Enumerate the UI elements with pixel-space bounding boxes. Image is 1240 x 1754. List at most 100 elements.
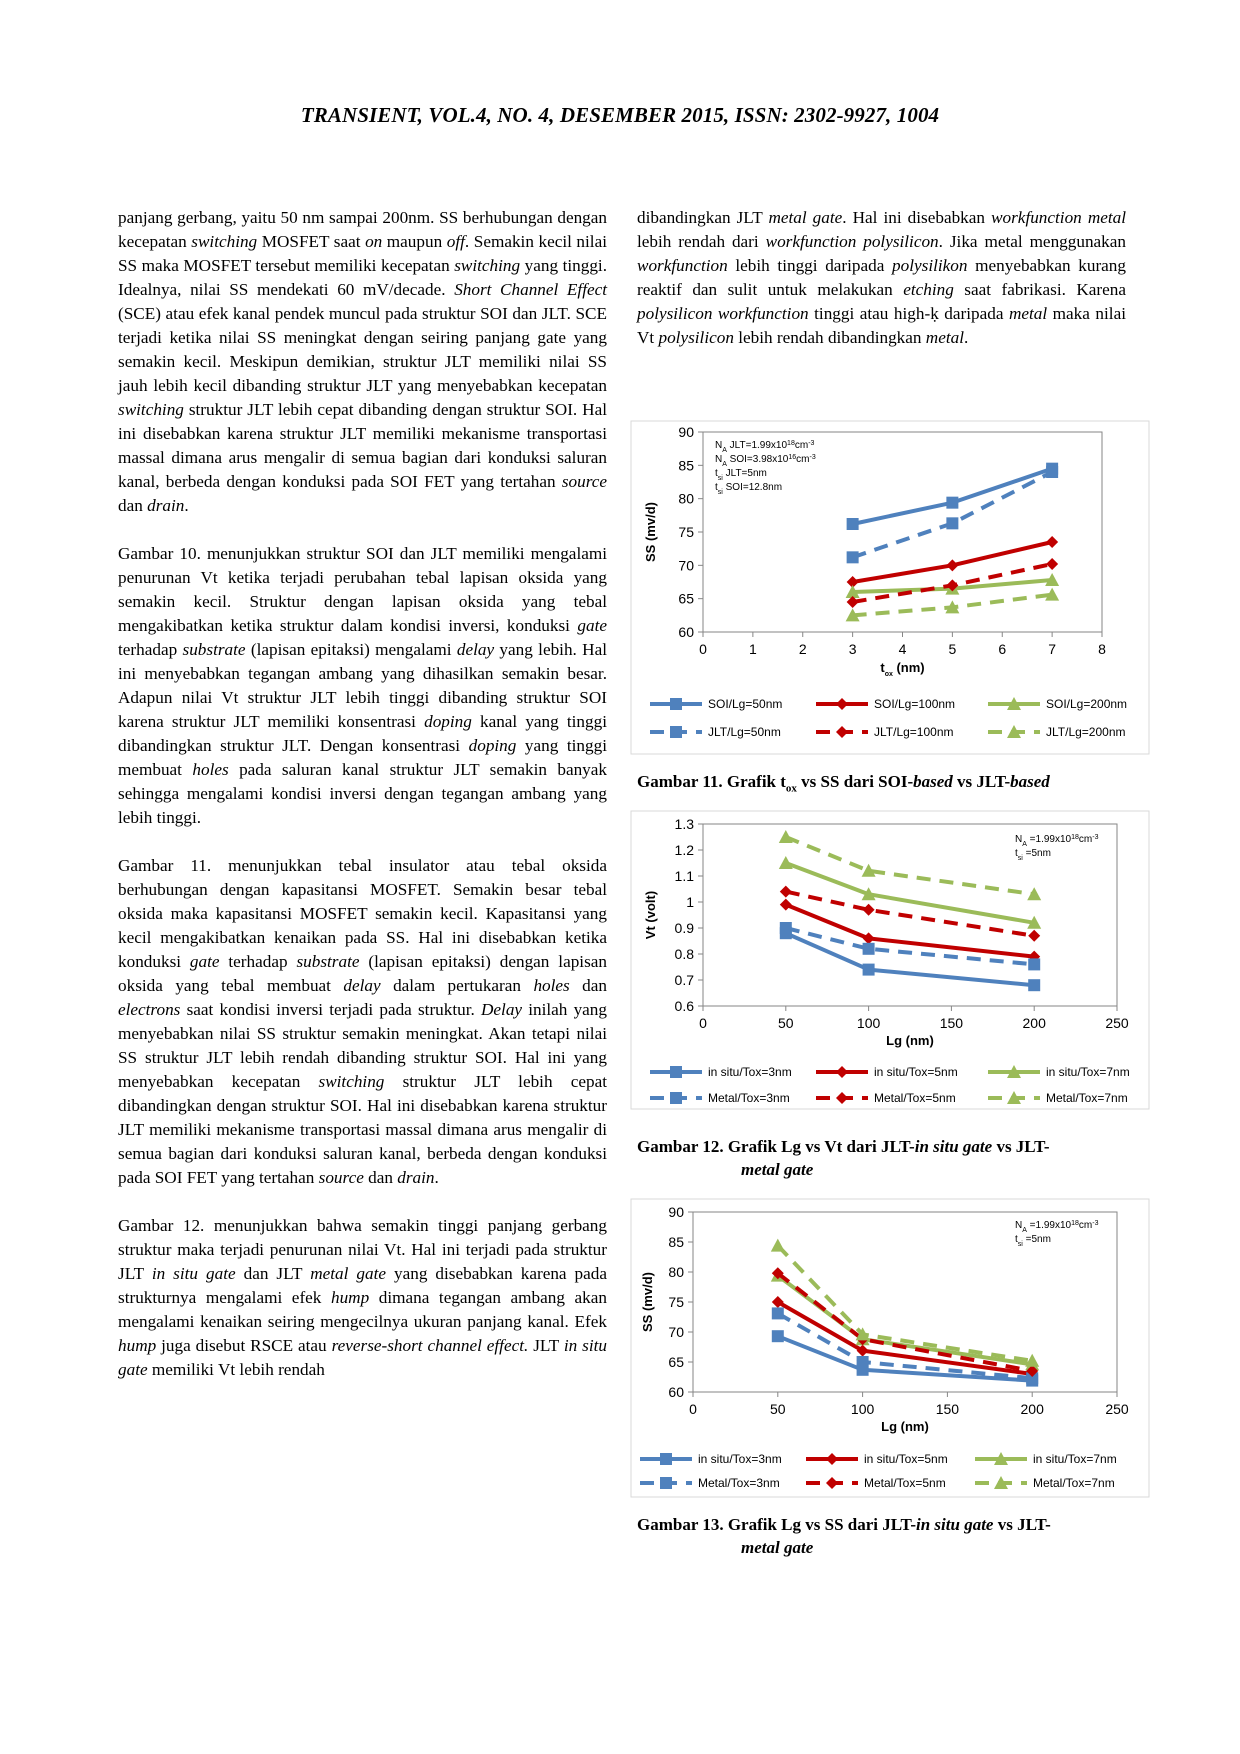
italic-term: switching xyxy=(454,256,521,275)
data-point xyxy=(945,600,960,614)
legend-entry: in situ/Tox=5nm xyxy=(816,1065,958,1079)
legend-entry: SOI/Lg=50nm xyxy=(650,697,782,711)
right-column: dibandingkan JLT metal gate. Hal ini dis… xyxy=(637,206,1126,350)
italic-term: polysilikon xyxy=(892,256,968,275)
text-run: maupun xyxy=(382,232,447,251)
data-point xyxy=(1027,887,1042,901)
text-run: . Hal ini disebabkan xyxy=(842,208,992,227)
legend-entry: JLT/Lg=50nm xyxy=(650,725,781,739)
legend-entry: in situ/Tox=3nm xyxy=(650,1065,792,1079)
y-axis-label: SS (mv/d) xyxy=(640,1272,655,1332)
legend-marker xyxy=(994,1452,1008,1465)
y-tick-label: 1.1 xyxy=(675,868,695,884)
data-point xyxy=(770,1238,785,1252)
series-line xyxy=(785,926,1035,967)
x-tick-label: 150 xyxy=(936,1401,960,1417)
text-run: struktur JLT lebih cepat dibanding denga… xyxy=(118,400,607,491)
series-metal-tox-7nm xyxy=(778,830,1042,901)
data-point xyxy=(779,885,792,898)
paragraph: Gambar 11. menunjukkan tebal insulator a… xyxy=(118,854,607,1190)
x-tick-label: 50 xyxy=(778,1015,794,1031)
legend-label: JLT/Lg=50nm xyxy=(708,725,781,739)
text-run: Gambar 10. menunjukkan struktur SOI dan … xyxy=(118,544,607,635)
data-point xyxy=(778,856,793,869)
legend-entry: Metal/Tox=5nm xyxy=(806,1476,946,1490)
data-point xyxy=(1028,958,1041,971)
x-tick-label: 0 xyxy=(689,1401,697,1417)
text-run: . Jika metal menggunakan xyxy=(938,232,1126,251)
text-run: saat kondisi inversi terjadi pada strukt… xyxy=(180,1000,481,1019)
italic-term: source xyxy=(318,1168,364,1187)
series-line xyxy=(776,1271,1033,1373)
series-in-situ-tox-7nm xyxy=(778,856,1042,929)
y-tick-label: 80 xyxy=(668,1264,684,1280)
italic-term: metal xyxy=(925,328,964,347)
series-metal-tox-5nm xyxy=(779,885,1041,942)
y-tick-label: 60 xyxy=(678,624,694,640)
figure-12: 0.6 0.7 0.8 0.9 1 1.1 1.2 1.3 0 50 100 150 200 250 Lg … xyxy=(630,810,1150,1110)
legend-marker xyxy=(660,1453,672,1465)
legend-marker xyxy=(660,1477,672,1489)
italic-term: Delay xyxy=(481,1000,523,1019)
text-run: (lapisan epitaksi) dengan lapisan oksida… xyxy=(118,952,607,995)
italic-term: switching xyxy=(191,232,258,251)
paragraph: Gambar 10. menunjukkan struktur SOI dan … xyxy=(118,542,607,830)
text-run: panjang gerbang, yaitu 50 nm sampai 200n… xyxy=(118,208,607,251)
data-point xyxy=(846,551,859,564)
data-point xyxy=(946,559,959,572)
left-column: panjang gerbang, yaitu 50 nm sampai 200n… xyxy=(118,206,607,1406)
data-point xyxy=(771,1296,784,1308)
data-point xyxy=(1046,558,1059,570)
x-tick-label: 100 xyxy=(857,1015,881,1031)
x-tick-label: 3 xyxy=(849,641,857,657)
legend-label: Metal/Tox=3nm xyxy=(698,1476,780,1490)
legend-marker xyxy=(1007,725,1021,738)
series-line xyxy=(785,835,1035,897)
legend-marker xyxy=(836,1092,848,1104)
italic-term: holes xyxy=(192,760,229,779)
chart-fig13: 60 65 70 75 80 85 90 0 50 100 150 200 250 Lg (nm) SS (… xyxy=(630,1198,1150,1498)
x-tick-label: 6 xyxy=(998,641,1006,657)
italic-term: substrate xyxy=(182,640,246,659)
y-tick-label: 1.3 xyxy=(675,816,695,832)
y-tick-label: 0.7 xyxy=(675,972,695,988)
legend-marker xyxy=(670,1092,682,1104)
y-axis-label: Vt (volt) xyxy=(643,891,658,939)
italic-term: doping xyxy=(468,736,517,755)
legend-entry: JLT/Lg=100nm xyxy=(816,725,954,739)
chart-annotation: tsi SOI=12.8nm xyxy=(715,482,782,496)
series-jlt-lg-50nm xyxy=(846,466,1059,564)
data-point xyxy=(771,1267,784,1280)
italic-term: workfunction metal xyxy=(991,208,1127,227)
data-point xyxy=(862,942,875,955)
legend-label: in situ/Tox=5nm xyxy=(874,1065,958,1079)
legend-entry: in situ/Tox=7nm xyxy=(988,1065,1130,1079)
y-tick-label: 0.9 xyxy=(675,920,695,936)
text-run: MOSFET saat xyxy=(257,232,366,251)
legend-marker xyxy=(1007,697,1021,710)
x-axis-label: tox (nm) xyxy=(880,660,924,678)
text-run: yang disebabkan karena pada strukturnya … xyxy=(118,1264,607,1307)
paragraph: Gambar 12. menunjukkan bahwa semakin tin… xyxy=(118,1214,607,1382)
series-jlt-lg-200nm xyxy=(845,587,1060,622)
chart-annotation: tsi JLT=5nm xyxy=(715,468,767,482)
text-run: (lapisan epitaksi) mengalami xyxy=(245,640,457,659)
chart-annotation: NA JLT=1.99x1018cm-3 xyxy=(715,440,815,454)
data-point xyxy=(946,517,959,530)
legend-marker xyxy=(1007,1091,1021,1104)
series-metal-tox-3nm xyxy=(771,1307,1039,1385)
data-point xyxy=(1026,1372,1039,1385)
italic-term: gate xyxy=(189,952,220,971)
italic-term: in situ gate xyxy=(151,1264,236,1283)
italic-term: metal gate xyxy=(768,208,843,227)
x-tick-label: 4 xyxy=(899,641,907,657)
legend-marker xyxy=(670,698,682,710)
data-point xyxy=(1028,979,1041,992)
x-tick-label: 150 xyxy=(940,1015,964,1031)
y-tick-label: 90 xyxy=(678,424,694,440)
italic-term: electrons xyxy=(118,1000,181,1019)
legend-entry: in situ/Tox=3nm xyxy=(640,1452,782,1466)
y-tick-label: 90 xyxy=(668,1204,684,1220)
text-run: struktur JLT lebih cepat dibandingkan de… xyxy=(118,1072,607,1187)
y-tick-label: 70 xyxy=(678,557,694,573)
